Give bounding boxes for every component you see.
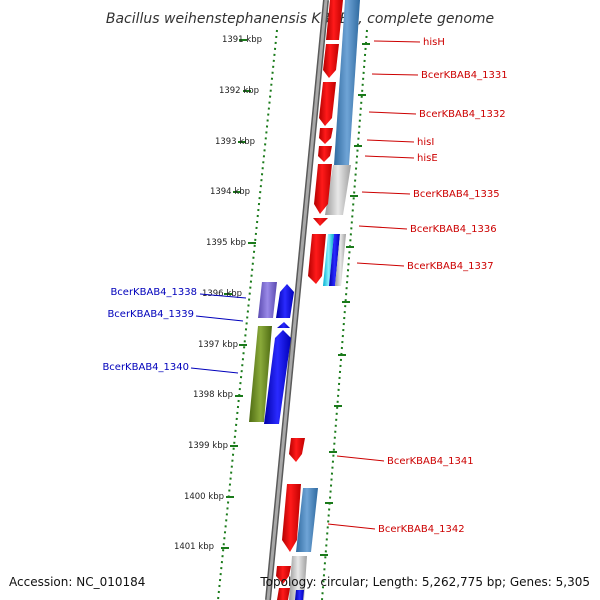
tick-label: 1397 kbp	[198, 340, 238, 350]
gene-feature	[296, 488, 318, 552]
gene-feature	[276, 566, 291, 584]
right-minor-ticks	[320, 43, 370, 556]
tick-label: 1396 kbp	[202, 289, 242, 299]
reverse-gene-labels: BcerKBAB4_1338 BcerKBAB4_1339 BcerKBAB4_…	[102, 287, 197, 373]
gene-feature	[277, 588, 290, 600]
gene-feature	[319, 82, 336, 126]
map-title: Bacillus weihenstephanensis KBAB4, compl…	[106, 11, 494, 27]
gene-feature	[335, 234, 346, 286]
gene-feature	[289, 438, 305, 462]
tick-label: 1393 kbp	[215, 137, 255, 147]
forward-strand-features	[276, 0, 360, 600]
gene-feature	[282, 484, 301, 552]
gene-label-BcerKBAB4_1337[interactable]: BcerKBAB4_1337	[407, 261, 494, 272]
forward-gene-labels: hisH BcerKBAB4_1331 BcerKBAB4_1332 hisI …	[378, 37, 508, 535]
gene-feature	[323, 234, 334, 286]
gene-feature	[249, 326, 272, 422]
gene-feature	[325, 165, 351, 215]
gene-label-BcerKBAB4_1336[interactable]: BcerKBAB4_1336	[410, 224, 497, 235]
gene-label-BcerKBAB4_1332[interactable]: BcerKBAB4_1332	[419, 109, 506, 120]
gene-feature	[318, 146, 332, 162]
gene-feature	[314, 164, 332, 214]
gene-feature	[308, 234, 326, 284]
gene-label-hisH[interactable]: hisH	[423, 37, 445, 48]
gene-feature	[319, 128, 333, 144]
gene-label-hisE[interactable]: hisE	[417, 153, 438, 164]
gene-label-hisI[interactable]: hisI	[417, 137, 434, 148]
tick-label: 1392 kbp	[219, 86, 259, 96]
genome-backbone	[266, 0, 328, 600]
gene-feature	[277, 322, 290, 328]
tick-label: 1400 kbp	[184, 492, 224, 502]
tick-label: 1395 kbp	[206, 238, 246, 248]
gene-feature	[334, 0, 360, 165]
gene-label-BcerKBAB4_1342[interactable]: BcerKBAB4_1342	[378, 524, 465, 535]
reverse-strand-features	[249, 282, 294, 424]
topology-text: Topology: circular; Length: 5,262,775 bp…	[259, 575, 590, 589]
gene-feature	[276, 284, 294, 318]
gene-label-BcerKBAB4_1338[interactable]: BcerKBAB4_1338	[110, 287, 197, 298]
reverse-leader-lines	[190, 293, 247, 374]
gene-label-BcerKBAB4_1331[interactable]: BcerKBAB4_1331	[421, 70, 508, 81]
gene-feature	[329, 234, 340, 286]
forward-leader-lines	[327, 40, 421, 530]
gene-label-BcerKBAB4_1340[interactable]: BcerKBAB4_1340	[102, 362, 189, 373]
gene-feature	[264, 330, 291, 424]
gene-feature	[326, 0, 343, 40]
tick-label: 1394 kbp	[210, 187, 250, 197]
gene-feature	[313, 218, 328, 226]
accession-text: Accession: NC_010184	[9, 575, 145, 589]
tick-label: 1391 kbp	[222, 35, 262, 45]
tick-label: 1398 kbp	[193, 390, 233, 400]
gene-label-BcerKBAB4_1341[interactable]: BcerKBAB4_1341	[387, 456, 474, 467]
gene-feature	[295, 590, 304, 600]
tick-label: 1399 kbp	[188, 441, 228, 451]
gene-feature	[258, 282, 277, 318]
tick-label: 1401 kbp	[174, 542, 214, 552]
gene-label-BcerKBAB4_1335[interactable]: BcerKBAB4_1335	[413, 189, 500, 200]
tick-group: 1391 kbp 1392 kbp 1393 kbp 1394 kbp 1395…	[174, 35, 262, 552]
gene-feature	[323, 44, 339, 78]
gene-label-BcerKBAB4_1339[interactable]: BcerKBAB4_1339	[107, 309, 194, 320]
gene-feature	[289, 556, 307, 600]
